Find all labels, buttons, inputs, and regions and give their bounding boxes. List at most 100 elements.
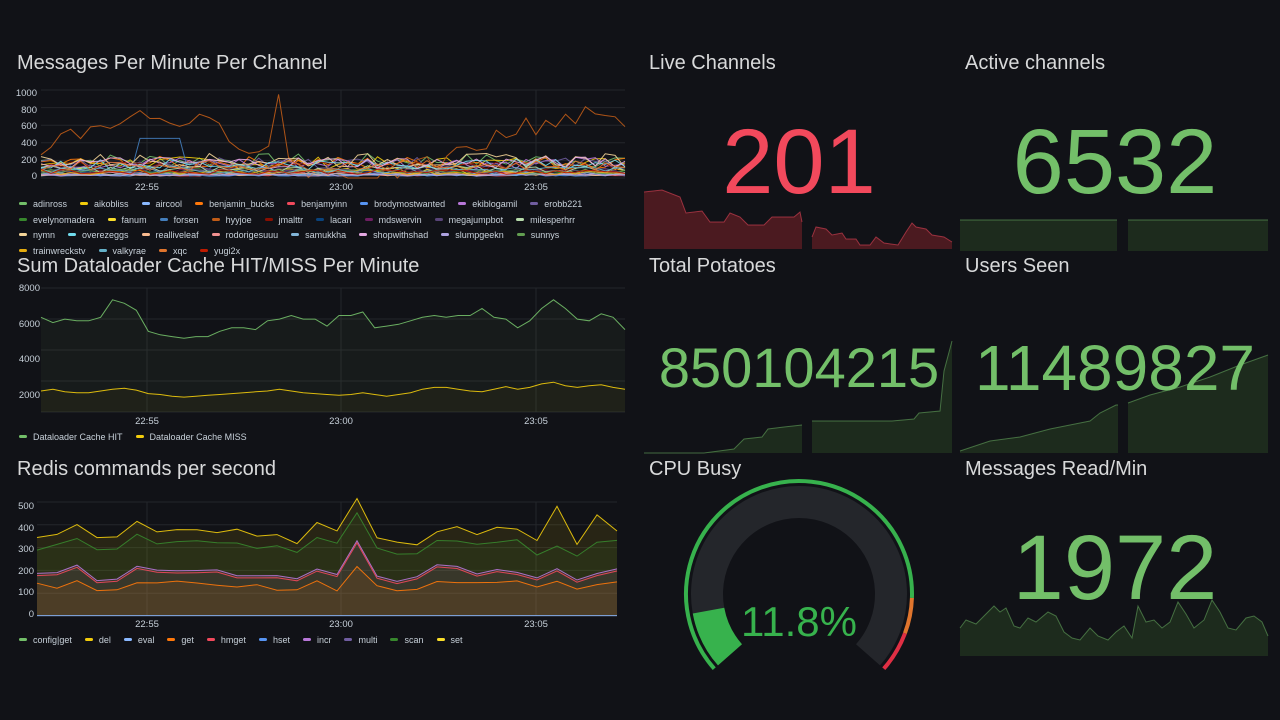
legend-item[interactable]: scan [390,633,424,649]
legend-item[interactable]: forsen [159,213,199,229]
legend-item[interactable]: fanum [107,213,147,229]
legend-label: eval [137,635,155,645]
series-line [40,159,626,171]
series-line [36,497,618,546]
legend-swatch [68,233,77,237]
legend-item[interactable]: config|get [19,633,72,649]
legend-item[interactable]: Dataloader Cache MISS [135,430,247,446]
series-line [36,539,618,582]
legend-label: Dataloader Cache HIT [33,432,123,442]
messages-chart[interactable] [40,89,626,179]
panel-title[interactable]: Messages Per Minute Per Channel [17,52,328,74]
y-tick: 4000 [18,354,40,365]
chart-legend: config|get del eval get hmget hset incr multi sc… [19,633,627,649]
legend-swatch [159,217,168,221]
panel-title[interactable]: Active channels [965,52,1106,74]
chart-legend: adinross aikobliss aircool benjamin_bucks be… [19,197,627,259]
panel-title[interactable]: Redis commands per second [17,458,277,480]
legend-label: evelynomadera [33,214,95,225]
series-line [41,171,626,177]
legend-swatch [206,638,215,642]
legend-item[interactable]: rodorigesuuu [211,228,278,244]
stat-value: 1972 [1012,517,1218,619]
legend-item[interactable]: lacari [316,213,352,229]
legend-swatch [359,233,368,237]
panel-title[interactable]: CPU Busy [649,458,742,480]
cpu-gauge [684,479,914,671]
legend-item[interactable]: hset [258,633,290,649]
legend-item[interactable]: overezeggs [68,228,129,244]
legend-item[interactable]: aikobliss [80,197,129,213]
legend-label: benjamin_bucks [209,199,275,209]
legend-item[interactable]: trainwreckstv [19,244,86,260]
legend-label: shopwithshad [373,230,429,240]
legend-label: brodymostwanted [374,199,446,209]
legend-item[interactable]: ekiblogamil [458,197,517,213]
legend-label: get [181,635,194,645]
panel-title[interactable]: Messages Read/Min [965,458,1148,480]
legend-item[interactable]: Dataloader Cache HIT [19,430,123,446]
series-line [36,541,618,585]
legend-item[interactable]: realliveleaf [141,228,199,244]
legend-item[interactable]: del [84,633,111,649]
legend-item[interactable]: benjamin_bucks [195,197,274,213]
redis-chart[interactable] [36,497,618,617]
panel-title[interactable]: Total Potatoes [649,255,776,277]
x-tick: 22:55 [135,182,159,193]
y-tick: 200 [21,155,37,166]
legend-item[interactable]: eval [123,633,155,649]
legend-swatch [167,638,176,642]
legend-label: slumpgeekn [455,230,504,240]
legend-item[interactable]: xqc [159,244,187,260]
legend-item[interactable]: slumpgeekn [441,228,504,244]
panel-title[interactable]: Users Seen [965,255,1070,277]
series-line [40,156,626,170]
legend-item[interactable]: incr [302,633,331,649]
y-tick: 300 [18,544,34,555]
legend-item[interactable]: yugi2x [200,244,240,260]
legend-item[interactable]: megajumpbot [434,213,503,229]
panel-title[interactable]: Live Channels [649,52,776,74]
series-line [40,152,626,168]
legend-item[interactable]: brodymostwanted [360,197,445,213]
legend-item[interactable]: jmalttr [264,213,303,229]
legend-item[interactable]: hyyjoe [211,213,252,229]
legend-item[interactable]: mdswervin [364,213,422,229]
y-tick: 500 [18,501,34,512]
gauge-value: 11.8% [741,598,857,645]
dataloader-chart[interactable] [40,287,626,413]
legend-label: milesperhrr [530,214,576,225]
legend-label: config|get [33,635,72,645]
stat-value: 850104215 [658,336,940,399]
legend-swatch [195,202,204,206]
series-line [40,173,625,177]
legend-item[interactable]: adinross [19,197,67,213]
y-tick: 100 [18,587,34,598]
legend-item[interactable]: nymn [19,228,55,244]
total-potatoes-panel: Total Potatoes 850104215 [644,255,954,455]
legend-label: hset [272,635,290,645]
legend-item[interactable]: shopwithshad [359,228,428,244]
stat-value: 6532 [1012,111,1218,213]
x-tick: 23:05 [524,182,548,193]
legend-item[interactable]: set [436,633,463,649]
legend-swatch [98,248,107,252]
legend-item[interactable]: get [167,633,194,649]
legend-item[interactable]: multi [344,633,377,649]
legend-label: trainwreckstv [33,245,86,256]
legend-item[interactable]: samukkha [291,228,346,244]
legend-item[interactable]: evelynomadera [19,213,95,229]
dataloader-cache-panel: Sum Dataloader Cache HIT/MISS Per Minute… [17,255,627,450]
legend-item[interactable]: sunnys [516,228,559,244]
legend-item[interactable]: erobb221 [530,197,582,213]
legend-item[interactable]: benjamyinn [287,197,347,213]
legend-item[interactable]: hmget [206,633,246,649]
legend-swatch [434,217,443,221]
legend-item[interactable]: aircool [141,197,182,213]
y-tick: 6000 [18,319,40,330]
messages-per-minute-panel: Messages Per Minute Per Channel 1000 800… [16,52,627,256]
panel-title[interactable]: Sum Dataloader Cache HIT/MISS Per Minute [17,255,420,277]
legend-item[interactable]: valkyrae [98,244,146,260]
legend-item[interactable]: milesperhrr [516,213,575,229]
series-line [40,94,626,179]
